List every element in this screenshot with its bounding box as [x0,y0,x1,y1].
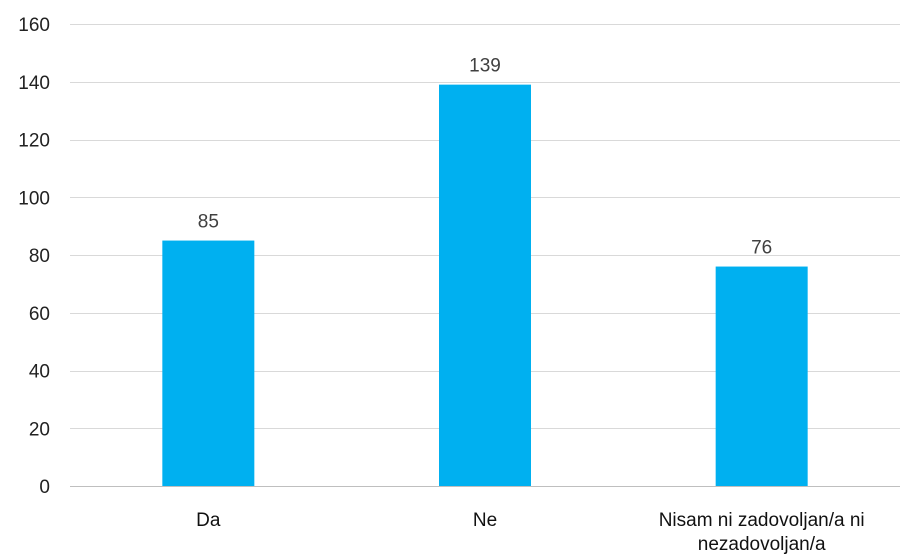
bars [162,84,808,486]
y-tick-label: 140 [18,73,50,94]
x-tick-label: Nisam ni zadovoljan/a ni nezadovoljan/a [659,510,865,555]
x-axis-labels: Da Ne Nisam ni zadovoljan/a ni nezadovoljan… [196,510,864,555]
y-tick-label: 120 [18,131,50,152]
x-tick-label: Ne [473,510,497,531]
y-tick-label: 0 [39,477,50,498]
bar [439,84,531,486]
data-labels: 85 139 76 [198,56,772,259]
x-tick-label-line: nezadovoljan/a [698,534,826,555]
data-label: 139 [469,56,501,77]
data-label: 85 [198,212,219,233]
y-tick-label: 160 [18,15,50,36]
y-tick-label: 60 [29,304,50,325]
y-tick-label: 80 [29,246,50,267]
x-tick-label-line: Ne [473,510,497,531]
x-tick-label-line: Nisam ni zadovoljan/a ni [659,510,865,531]
x-tick-label-line: Da [196,510,221,531]
bar [162,240,255,486]
x-tick-label: Da [196,510,221,531]
bar [715,266,808,486]
y-tick-label: 40 [29,362,50,383]
data-label: 76 [751,238,772,259]
y-tick-label: 20 [29,419,50,440]
y-axis-ticks: 0 20 40 60 80 100 120 140 160 [18,15,50,498]
y-tick-label: 100 [18,188,50,209]
